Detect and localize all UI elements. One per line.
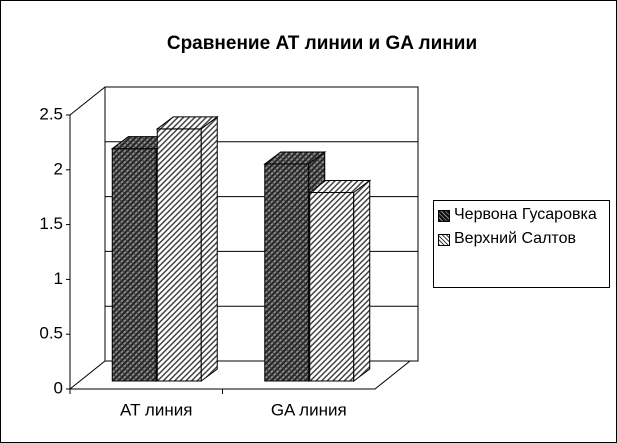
x-tick-label: AT линия xyxy=(120,400,192,419)
y-tick-label: 0 xyxy=(54,378,63,397)
legend-item: Верхний Салтов xyxy=(438,229,605,249)
bar-side xyxy=(353,179,371,382)
x-tick-label: GA линия xyxy=(271,400,347,419)
bar-front xyxy=(156,128,202,382)
legend-swatch xyxy=(438,210,450,222)
y-tick-label: 1 xyxy=(54,269,63,288)
y-tick-label: 2.5 xyxy=(39,104,63,123)
legend-label: Верхний Салтов xyxy=(454,230,576,247)
y-tick-label: 2 xyxy=(54,159,63,178)
bar-front xyxy=(111,148,157,382)
legend: Червона Гусаровка Верхний Салтов xyxy=(433,200,610,288)
chart-title: Сравнение AT линии и GA линии xyxy=(167,33,477,54)
legend-swatch xyxy=(438,234,450,246)
bar-front xyxy=(309,191,355,382)
y-tick-label: 1.5 xyxy=(39,214,63,233)
bar-side xyxy=(200,115,218,382)
bar-front xyxy=(264,163,310,382)
left-wall-top xyxy=(69,86,106,116)
y-tick-label: 0.5 xyxy=(39,324,63,343)
legend-label: Червона Гусаровка xyxy=(454,206,597,223)
legend-item: Червона Гусаровка xyxy=(438,205,605,225)
